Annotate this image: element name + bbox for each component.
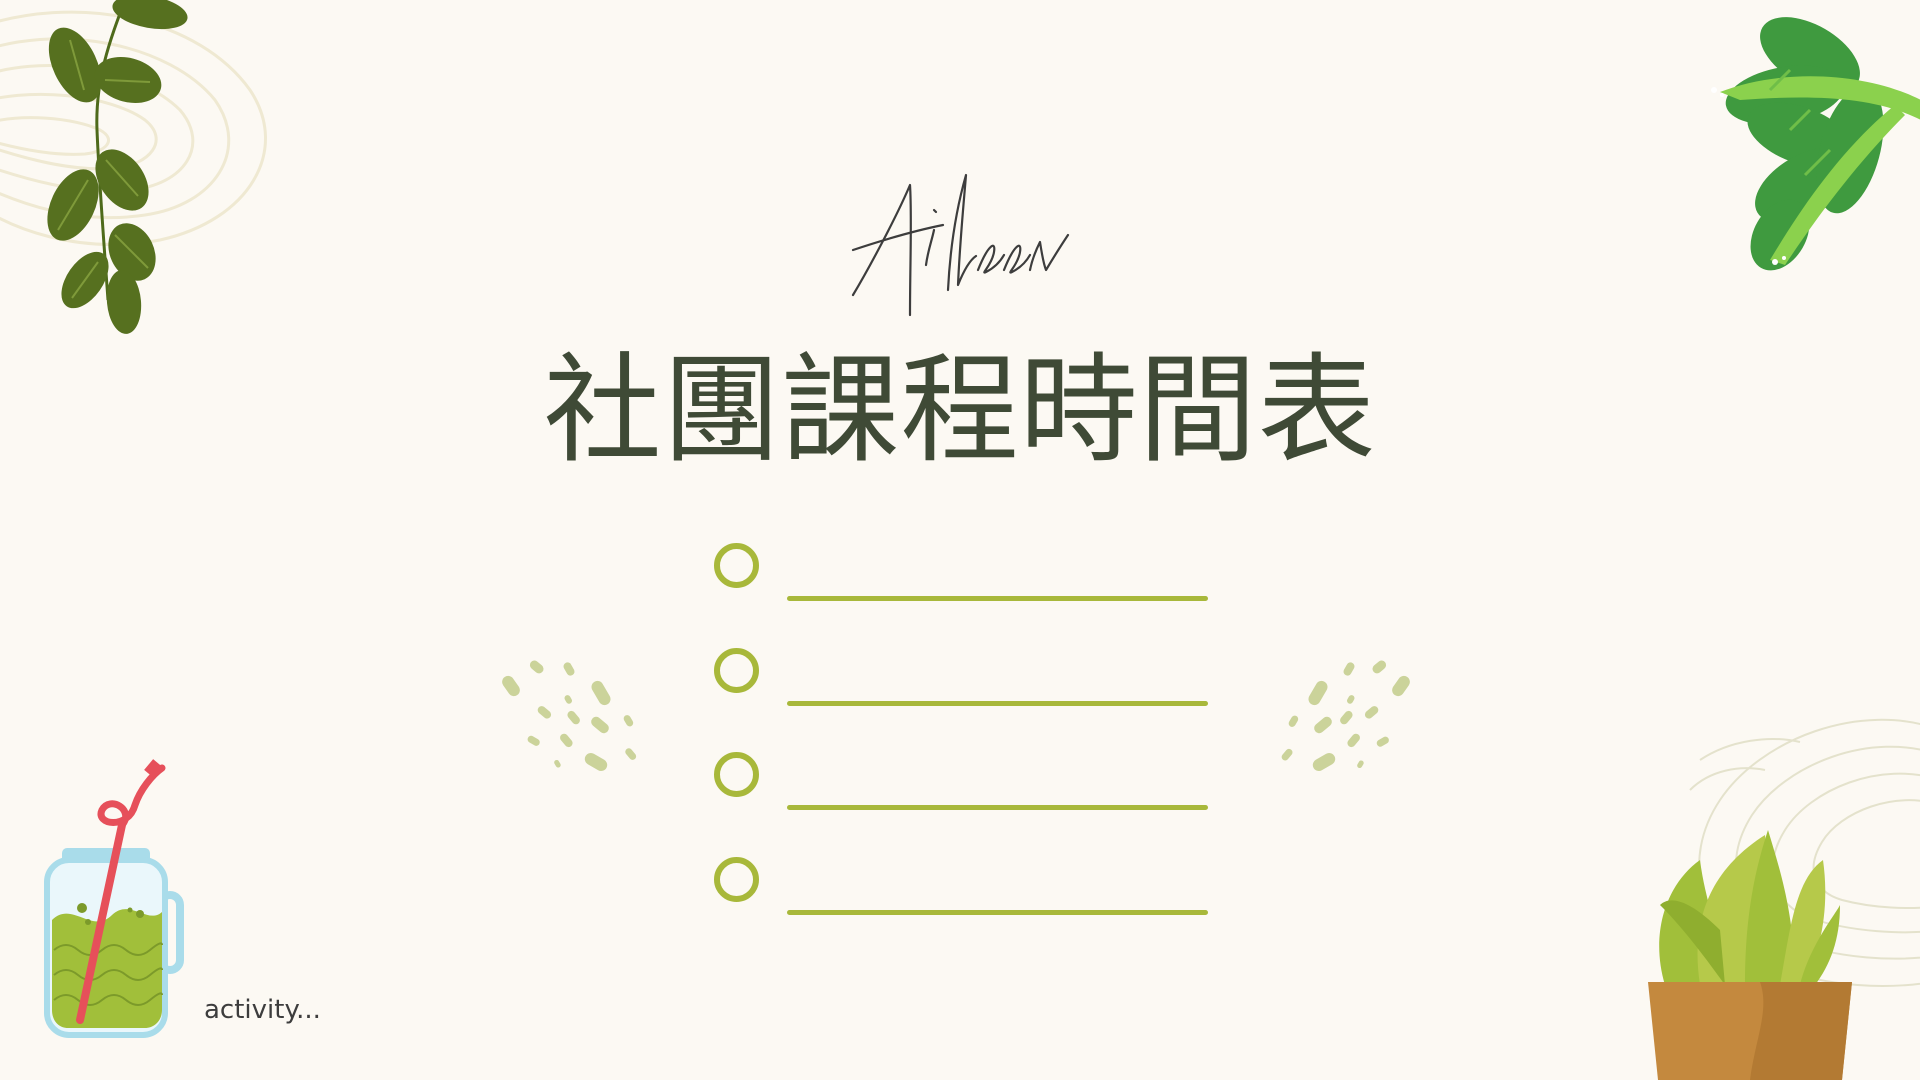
vine-leaves-icon <box>47 0 188 334</box>
potted-plant-icon <box>1648 830 1852 1080</box>
list-item <box>711 645 1211 750</box>
blank-line <box>787 805 1208 810</box>
blank-line <box>787 596 1208 601</box>
activity-caption: activity... <box>204 995 321 1025</box>
tropical-leaf-icon <box>1711 17 1920 271</box>
blank-line <box>787 909 1208 915</box>
circle-bullet-icon <box>714 543 759 588</box>
circle-bullet-icon <box>714 752 759 797</box>
circle-bullet-icon <box>714 856 759 902</box>
dot-splash-right <box>1281 660 1410 771</box>
circle-bullet-icon <box>714 647 759 693</box>
checklist <box>711 540 1211 958</box>
smoothie-jar-icon <box>44 759 184 1038</box>
dot-splash-left <box>502 660 637 771</box>
aileen-signature-icon <box>851 173 1070 317</box>
blank-line <box>787 700 1208 706</box>
page-title: 社團課程時間表 <box>543 341 1377 479</box>
list-item <box>711 854 1211 959</box>
list-item <box>711 540 1211 645</box>
list-item <box>711 749 1211 854</box>
